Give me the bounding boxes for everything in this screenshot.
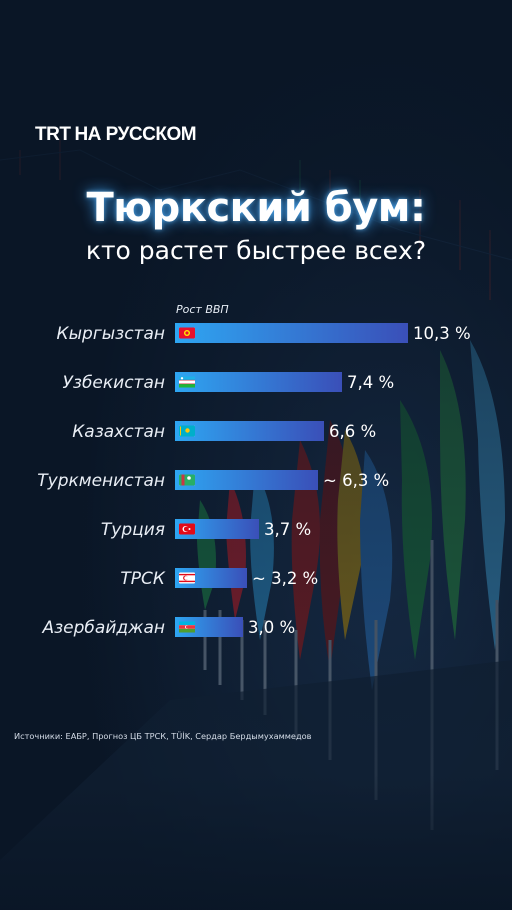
brand-logo: TRT НА РУССКОМ xyxy=(35,124,197,146)
value-label: ~ 6,3 % xyxy=(323,471,389,490)
value-label: 7,4 % xyxy=(347,373,394,392)
bar xyxy=(175,470,318,490)
value-label: 3,7 % xyxy=(264,520,311,539)
value-label: 10,3 % xyxy=(413,324,471,343)
turkmenistan-flag-icon xyxy=(179,474,195,486)
value-label: 3,0 % xyxy=(248,618,295,637)
category-label: Туркменистан xyxy=(37,471,165,491)
value-label: ~ 3,2 % xyxy=(252,569,318,588)
bar xyxy=(175,519,259,539)
category-label: Азербайджан xyxy=(42,618,165,638)
category-label: ТРСК xyxy=(120,569,166,589)
brand-subtitle: НА РУССКОМ xyxy=(74,124,197,145)
category-label: Казахстан xyxy=(72,422,165,442)
turkey-flag-icon xyxy=(179,523,195,535)
bar xyxy=(175,323,408,343)
kazakhstan-flag-icon xyxy=(179,425,195,437)
category-label: Узбекистан xyxy=(63,373,165,393)
bar xyxy=(175,372,342,392)
kyrgyzstan-flag-icon xyxy=(179,327,195,339)
sources-note: Источники: ЕАБР, Прогноз ЦБ ТРСК, TÜİK, … xyxy=(14,731,312,741)
bar xyxy=(175,421,324,441)
azerbaijan-flag-icon xyxy=(179,621,195,633)
page-subtitle: кто растет быстрее всех? xyxy=(85,236,427,265)
value-label: 6,6 % xyxy=(329,422,376,441)
brand-trt: TRT xyxy=(35,124,71,145)
page-title: Тюркский бум: xyxy=(86,185,427,231)
axis-label: Рост ВВП xyxy=(176,303,229,316)
category-label: Турция xyxy=(101,520,165,540)
northern-cyprus-flag-icon xyxy=(179,572,195,584)
uzbekistan-flag-icon xyxy=(179,376,195,388)
category-label: Кыргызстан xyxy=(57,324,165,344)
